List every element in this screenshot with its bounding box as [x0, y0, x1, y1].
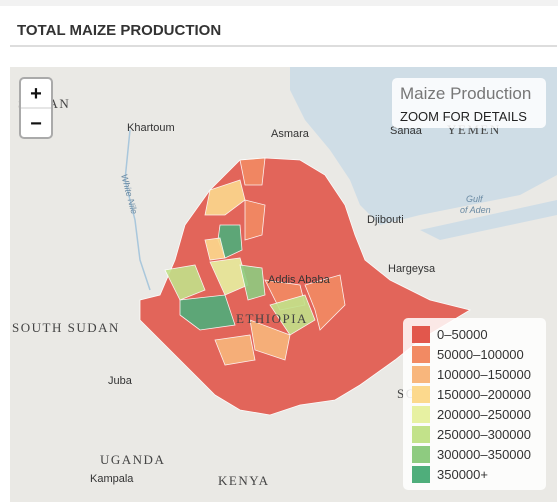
region	[269, 294, 316, 336]
legend-label: 100000–150000	[437, 367, 531, 382]
region	[239, 157, 266, 186]
title: TOTAL MAIZE PRODUCTION	[17, 22, 221, 39]
place-label: KENYA	[218, 473, 270, 488]
legend-label: 150000–200000	[437, 387, 531, 402]
legend-swatch	[412, 366, 430, 383]
legend: 0–50000 50000–100000 100000–150000 150000–2…	[403, 318, 546, 490]
gulf	[420, 200, 557, 240]
region	[239, 264, 266, 301]
place-label: Khartoum	[127, 122, 175, 134]
region	[244, 199, 266, 241]
place-label: Djibouti	[367, 214, 404, 226]
legend-bg	[403, 318, 546, 490]
region	[204, 179, 246, 216]
place-label: of Aden	[460, 205, 491, 215]
map[interactable]: SUDAN Khartoum Asmara Sanaa YEMEN Djibou…	[10, 67, 557, 502]
region	[214, 334, 256, 366]
place-label: Asmara	[271, 128, 310, 140]
legend-label: 300000–350000	[437, 447, 531, 462]
place-label: ETHIOPIA	[236, 311, 308, 326]
region	[304, 274, 346, 331]
legend-swatch	[412, 466, 430, 483]
place-label: Juba	[108, 375, 133, 387]
legend-swatch	[412, 426, 430, 443]
place-label: Hargeysa	[388, 263, 436, 275]
zoom-control: + −	[19, 77, 53, 139]
legend-label: 200000–250000	[437, 407, 531, 422]
legend-swatch	[412, 346, 430, 363]
legend-label: 250000–300000	[437, 427, 531, 442]
zoom-out[interactable]: −	[30, 113, 42, 135]
legend-label: 350000+	[437, 467, 488, 482]
info-bg	[392, 78, 546, 128]
legend-swatch	[412, 446, 430, 463]
legend-swatch	[412, 326, 430, 343]
region	[249, 319, 291, 361]
region	[204, 237, 226, 261]
place-label: Addis Ababa	[268, 274, 331, 286]
place-label: Gulf	[466, 194, 484, 204]
info-title: Maize Production	[400, 84, 531, 103]
legend-swatch	[412, 386, 430, 403]
region	[217, 224, 243, 259]
legend-swatch	[412, 406, 430, 423]
legend-label: 0–50000	[437, 327, 488, 342]
region	[179, 294, 236, 331]
info-box: Maize Production ZOOM FOR DETAILS	[392, 78, 546, 128]
place-label: UGANDA	[100, 452, 165, 467]
legend-label: 50000–100000	[437, 347, 524, 362]
info-subtitle: ZOOM FOR DETAILS	[400, 109, 527, 124]
place-label: SOUTH SUDAN	[12, 320, 120, 335]
zoom-in[interactable]: +	[30, 83, 42, 105]
region	[164, 264, 206, 301]
river	[124, 129, 151, 291]
top-strip	[0, 0, 558, 6]
place-label: Kampala	[90, 473, 134, 485]
